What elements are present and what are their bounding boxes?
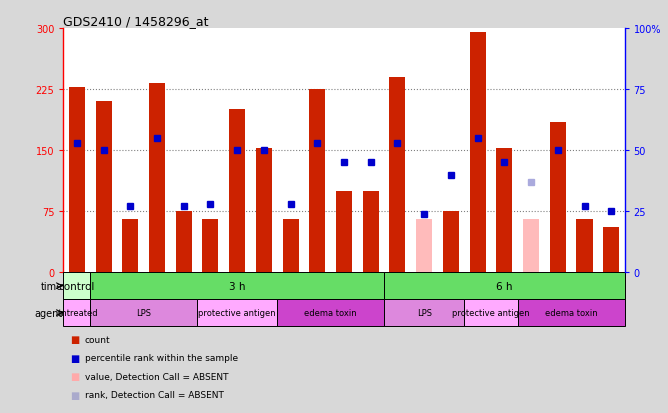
Bar [603,228,619,273]
Bar [389,78,405,273]
Text: percentile rank within the sample: percentile rank within the sample [85,354,238,363]
Text: value, Detection Call = ABSENT: value, Detection Call = ABSENT [85,372,228,381]
Bar [197,299,277,326]
Text: LPS: LPS [417,309,432,317]
Text: edema toxin: edema toxin [545,309,597,317]
Bar [550,122,566,273]
Text: ■: ■ [70,389,79,400]
Bar [470,33,486,273]
Bar [96,102,112,273]
Bar [443,211,459,273]
Bar [363,191,379,273]
Text: GDS2410 / 1458296_at: GDS2410 / 1458296_at [63,15,209,28]
Text: control: control [59,281,95,291]
Bar [523,220,539,273]
Bar [416,220,432,273]
Text: 6 h: 6 h [496,281,512,291]
Bar [283,220,299,273]
Text: 3 h: 3 h [229,281,245,291]
Bar [464,299,518,326]
Text: protective antigen: protective antigen [198,309,276,317]
Bar [63,273,90,299]
Bar [176,211,192,273]
Text: edema toxin: edema toxin [305,309,357,317]
Bar [518,299,625,326]
Bar [336,191,352,273]
Bar [256,149,272,273]
Bar [384,299,464,326]
Text: ■: ■ [70,353,79,363]
Text: protective antigen: protective antigen [452,309,530,317]
Text: count: count [85,335,110,344]
Bar [122,220,138,273]
Bar [90,273,384,299]
Text: agent: agent [35,308,63,318]
Bar [576,220,593,273]
Text: ■: ■ [70,371,79,381]
Text: time: time [41,281,63,291]
Text: LPS: LPS [136,309,151,317]
Bar [496,149,512,273]
Text: rank, Detection Call = ABSENT: rank, Detection Call = ABSENT [85,390,224,399]
Bar [63,299,90,326]
Bar [229,110,245,273]
Bar [202,220,218,273]
Text: untreated: untreated [56,309,98,317]
Bar [384,273,625,299]
Bar [90,299,197,326]
Bar [149,84,165,273]
Bar [309,90,325,273]
Bar [69,88,85,273]
Text: ■: ■ [70,335,79,344]
Bar [277,299,384,326]
